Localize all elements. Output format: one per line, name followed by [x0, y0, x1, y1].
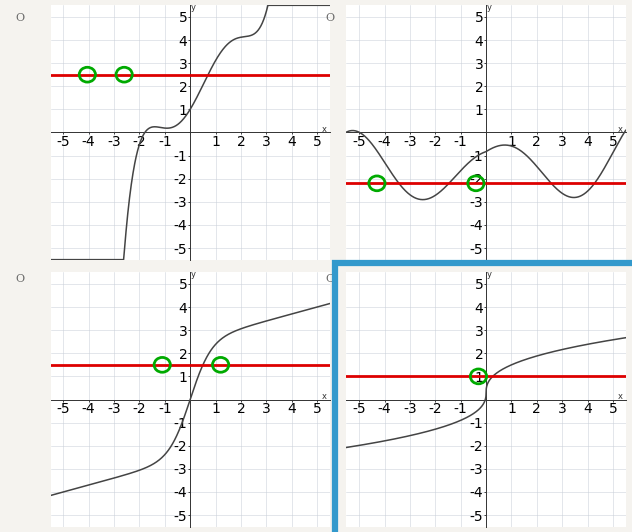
Text: O: O	[325, 13, 334, 23]
Text: x: x	[618, 124, 623, 134]
Text: O: O	[16, 274, 25, 284]
Text: O: O	[16, 13, 25, 23]
Text: y: y	[191, 270, 196, 279]
Text: y: y	[191, 3, 196, 12]
Text: x: x	[322, 392, 327, 401]
Text: y: y	[487, 3, 492, 12]
Text: y: y	[487, 270, 492, 279]
Text: O: O	[325, 274, 334, 284]
Text: x: x	[322, 124, 327, 134]
Text: x: x	[618, 392, 623, 401]
